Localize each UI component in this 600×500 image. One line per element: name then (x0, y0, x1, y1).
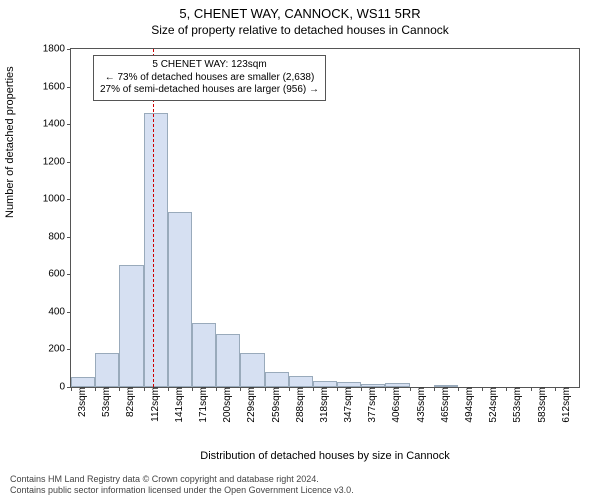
x-tick-mark (265, 387, 266, 391)
x-tick-label: 465sqm (438, 387, 451, 423)
x-tick-label: 23sqm (75, 387, 88, 417)
annotation-line2: ← 73% of detached houses are smaller (2,… (100, 72, 319, 85)
x-tick-mark (506, 387, 507, 391)
histogram-bar (289, 376, 313, 387)
x-tick-mark (385, 387, 386, 391)
x-tick-label: 406sqm (389, 387, 402, 423)
x-tick-label: 583sqm (535, 387, 548, 423)
title-sub: Size of property relative to detached ho… (0, 21, 600, 37)
histogram-bar (313, 381, 337, 387)
y-tick-mark (67, 162, 71, 163)
y-tick-label: 0 (25, 382, 71, 393)
x-axis-label: Distribution of detached houses by size … (70, 450, 580, 462)
histogram-bar (95, 353, 119, 387)
x-tick-mark (289, 387, 290, 391)
y-tick-label: 1200 (25, 156, 71, 167)
x-tick-mark (555, 387, 556, 391)
footnote-line1: Contains HM Land Registry data © Crown c… (10, 474, 354, 485)
histogram-bar (216, 334, 240, 387)
footnote: Contains HM Land Registry data © Crown c… (10, 474, 354, 496)
chart-container: 5, CHENET WAY, CANNOCK, WS11 5RR Size of… (0, 0, 600, 500)
histogram-bar (337, 382, 361, 387)
plot-area: 02004006008001000120014001600180023sqm53… (70, 48, 580, 388)
y-tick-mark (67, 274, 71, 275)
x-tick-label: 171sqm (196, 387, 209, 423)
footnote-line2: Contains public sector information licen… (10, 485, 354, 496)
x-tick-mark (144, 387, 145, 391)
y-tick-label: 800 (25, 231, 71, 242)
histogram-bar (434, 385, 458, 387)
y-axis-label: Number of detached properties (4, 66, 16, 218)
x-tick-label: 141sqm (172, 387, 185, 423)
x-tick-label: 200sqm (220, 387, 233, 423)
y-tick-label: 200 (25, 344, 71, 355)
x-tick-label: 53sqm (99, 387, 112, 417)
x-tick-mark (337, 387, 338, 391)
x-tick-label: 553sqm (510, 387, 523, 423)
histogram-bar (240, 353, 264, 387)
x-tick-mark (410, 387, 411, 391)
x-tick-mark (95, 387, 96, 391)
annotation-box: 5 CHENET WAY: 123sqm ← 73% of detached h… (93, 55, 326, 101)
x-tick-mark (482, 387, 483, 391)
x-tick-label: 82sqm (123, 387, 136, 417)
y-tick-mark (67, 87, 71, 88)
y-tick-mark (67, 312, 71, 313)
x-tick-mark (458, 387, 459, 391)
y-tick-label: 1000 (25, 194, 71, 205)
y-tick-label: 1800 (25, 44, 71, 55)
x-tick-mark (313, 387, 314, 391)
y-tick-mark (67, 199, 71, 200)
x-tick-mark (168, 387, 169, 391)
histogram-bar (192, 323, 216, 387)
y-tick-label: 600 (25, 269, 71, 280)
x-tick-label: 612sqm (559, 387, 572, 423)
x-tick-label: 288sqm (293, 387, 306, 423)
y-tick-label: 1400 (25, 119, 71, 130)
annotation-line1: 5 CHENET WAY: 123sqm (100, 59, 319, 72)
histogram-bar (119, 265, 143, 387)
x-tick-mark (531, 387, 532, 391)
histogram-bar (385, 383, 409, 387)
y-tick-label: 1600 (25, 81, 71, 92)
x-tick-mark (216, 387, 217, 391)
x-tick-mark (119, 387, 120, 391)
annotation-line3: 27% of semi-detached houses are larger (… (100, 84, 319, 97)
x-tick-mark (71, 387, 72, 391)
y-tick-label: 400 (25, 306, 71, 317)
y-tick-mark (67, 349, 71, 350)
histogram-bar (71, 377, 95, 387)
x-tick-mark (434, 387, 435, 391)
x-tick-label: 524sqm (486, 387, 499, 423)
histogram-bar (361, 384, 385, 387)
x-tick-mark (361, 387, 362, 391)
y-tick-mark (67, 49, 71, 50)
histogram-bar (168, 212, 192, 387)
x-tick-mark (240, 387, 241, 391)
x-tick-label: 112sqm (148, 387, 161, 422)
histogram-bar (265, 372, 289, 387)
x-tick-label: 318sqm (317, 387, 330, 423)
x-tick-label: 494sqm (462, 387, 475, 423)
title-main: 5, CHENET WAY, CANNOCK, WS11 5RR (0, 0, 600, 21)
x-tick-label: 435sqm (414, 387, 427, 423)
x-tick-label: 259sqm (269, 387, 282, 423)
histogram-bar (144, 113, 168, 387)
x-tick-label: 377sqm (365, 387, 378, 423)
y-tick-mark (67, 124, 71, 125)
x-tick-label: 347sqm (341, 387, 354, 423)
x-tick-mark (192, 387, 193, 391)
x-tick-label: 229sqm (244, 387, 257, 423)
y-tick-mark (67, 237, 71, 238)
